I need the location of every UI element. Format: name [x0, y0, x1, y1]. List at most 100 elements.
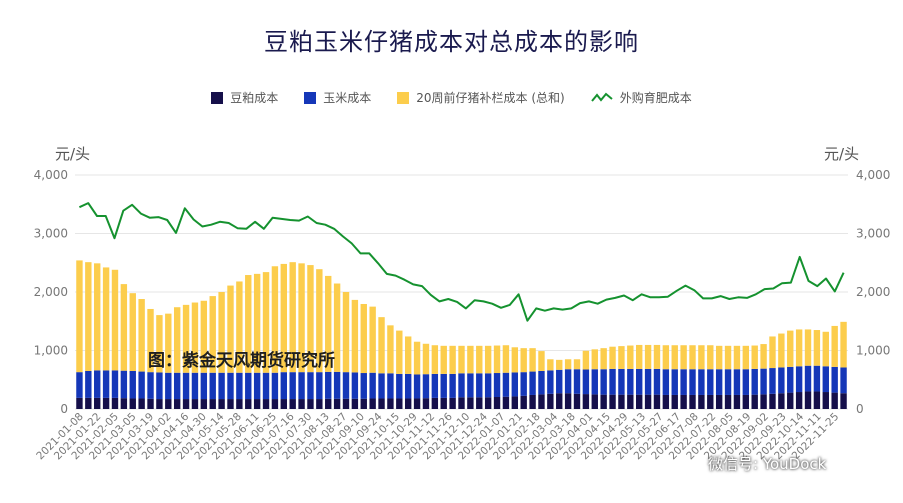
wechat-watermark: 微信号: YouDock — [708, 455, 827, 473]
bar-piglet — [253, 273, 261, 373]
bar-corn — [342, 372, 350, 399]
bar-soymeal — [636, 394, 643, 409]
bar-corn — [529, 371, 536, 395]
bar-corn — [253, 372, 261, 400]
bar-piglet — [102, 267, 110, 371]
bar-corn — [636, 368, 643, 395]
bar-corn — [182, 372, 190, 400]
bar-piglet — [698, 345, 705, 370]
legend-item-soymeal[interactable]: 豆粕成本 — [211, 89, 278, 106]
bar-corn — [440, 373, 447, 398]
bar-corn — [404, 373, 412, 399]
y-tick-label-left: 4,000 — [34, 168, 68, 182]
bar-piglet — [76, 260, 83, 373]
bar-soymeal — [173, 399, 181, 409]
bar-piglet — [280, 263, 287, 373]
bar-piglet — [813, 330, 821, 366]
bar-soymeal — [271, 399, 279, 409]
bar-piglet — [396, 330, 403, 374]
bar-soymeal — [227, 399, 234, 409]
bar-soymeal — [742, 394, 750, 409]
bar-piglet — [191, 302, 199, 373]
bar-soymeal — [529, 394, 536, 409]
bar-piglet — [644, 344, 652, 369]
bar-soymeal — [325, 398, 332, 409]
bar-soymeal — [715, 394, 723, 409]
bar-corn — [369, 372, 376, 399]
bar-soymeal — [138, 398, 145, 409]
legend-item-piglet[interactable]: 20周前仔猪补栏成本 (总和) — [397, 89, 565, 106]
bar-soymeal — [627, 394, 634, 409]
legend-item-corn[interactable]: 玉米成本 — [304, 89, 371, 106]
bar-soymeal — [493, 397, 501, 409]
bar-piglet — [618, 346, 625, 369]
bar-corn — [609, 368, 616, 395]
bar-soymeal — [120, 398, 128, 409]
bar-soymeal — [236, 399, 243, 409]
bar-corn — [547, 370, 554, 394]
bar-corn — [431, 373, 439, 398]
bar-corn — [538, 370, 545, 395]
bar-soymeal — [449, 397, 456, 409]
bar-corn — [467, 373, 474, 398]
bar-corn — [822, 366, 829, 393]
bar-corn — [289, 372, 296, 400]
bar-soymeal — [351, 398, 359, 409]
bar-soymeal — [582, 394, 590, 409]
bar-soymeal — [387, 398, 394, 409]
y-tick-label-right: 2,000 — [856, 285, 890, 299]
bar-piglet — [333, 283, 341, 372]
bar-soymeal — [467, 397, 474, 409]
bar-corn — [795, 366, 803, 393]
y-tick-label-right: 4,000 — [856, 168, 890, 182]
bar-piglet — [165, 313, 172, 373]
bar-corn — [573, 369, 581, 394]
bar-piglet — [724, 345, 732, 370]
bar-piglet — [422, 343, 430, 375]
legend-label-corn: 玉米成本 — [323, 91, 372, 105]
bar-corn — [85, 370, 92, 398]
bar-corn — [76, 372, 83, 398]
bar-piglet — [209, 296, 216, 373]
bar-soymeal — [129, 398, 136, 409]
bar-corn — [591, 369, 598, 395]
bar-piglet — [404, 336, 412, 374]
bar-soymeal — [600, 394, 607, 409]
bar-soymeal — [795, 392, 803, 409]
bar-piglet — [689, 345, 696, 370]
bar-soymeal — [458, 397, 465, 409]
bar-piglet — [147, 308, 154, 373]
bar-piglet — [662, 345, 670, 370]
bar-corn — [742, 369, 750, 395]
bar-corn — [493, 373, 501, 398]
bar-soymeal — [644, 394, 652, 409]
bar-soymeal — [724, 394, 732, 409]
bar-piglet — [440, 345, 447, 374]
bar-piglet — [636, 344, 643, 369]
bar-piglet — [609, 346, 616, 369]
bar-soymeal — [280, 399, 287, 409]
bar-piglet — [476, 345, 483, 374]
bar-piglet — [325, 275, 332, 372]
y-tick-label-right: 1,000 — [856, 344, 890, 358]
bar-corn — [280, 372, 287, 400]
bar-piglet — [795, 329, 803, 367]
bar-corn — [556, 369, 563, 394]
bar-piglet — [298, 263, 305, 373]
bar-corn — [689, 369, 696, 395]
bar-piglet — [200, 300, 208, 373]
bar-piglet — [707, 345, 714, 370]
bar-corn — [644, 368, 652, 395]
legend-item-fattening[interactable]: 外购育肥成本 — [590, 89, 692, 106]
bar-piglet — [271, 266, 279, 373]
bar-piglet — [520, 348, 527, 373]
bar-soymeal — [662, 394, 670, 409]
bar-piglet — [680, 345, 687, 370]
bar-soymeal — [787, 392, 794, 409]
bar-corn — [458, 373, 465, 398]
bar-soymeal — [396, 398, 403, 409]
bar-soymeal — [698, 394, 705, 409]
bar-corn — [218, 372, 225, 400]
bar-corn — [147, 372, 154, 399]
